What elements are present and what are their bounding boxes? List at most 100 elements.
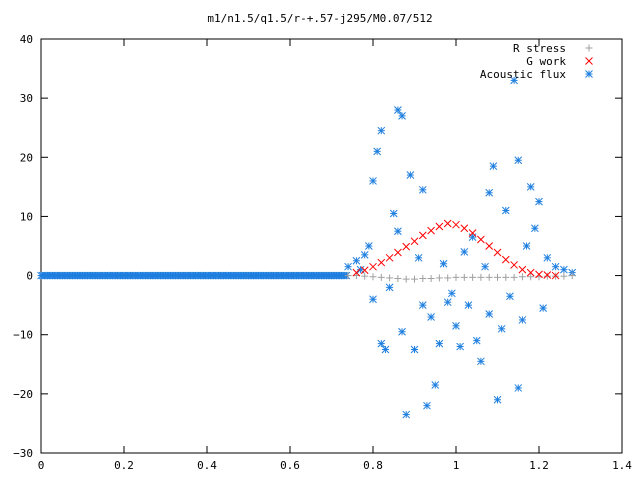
g-work-point	[468, 229, 477, 237]
legend-label: Acoustic flux	[480, 68, 566, 81]
r-stress-point	[460, 273, 468, 281]
acoustic-flux-point-stroke	[377, 339, 386, 348]
acoustic-flux-point-stroke	[456, 342, 465, 351]
acoustic-flux-point-stroke	[452, 321, 460, 330]
acoustic-flux-point-stroke	[414, 253, 423, 262]
legend-marker	[585, 44, 593, 52]
acoustic-flux-point-stroke	[377, 126, 386, 135]
g-work-point-stroke	[369, 262, 377, 271]
y-tick-label: −30	[13, 447, 33, 460]
acoustic-flux-point	[402, 410, 411, 419]
acoustic-flux-point	[398, 112, 406, 120]
r-stress-point	[543, 272, 551, 280]
acoustic-flux-point-stroke	[389, 209, 398, 218]
acoustic-flux-point-stroke	[435, 339, 444, 348]
acoustic-flux-point	[398, 327, 406, 336]
g-work-point-stroke	[377, 258, 386, 267]
acoustic-flux-point-stroke	[373, 147, 382, 156]
g-work-point	[518, 265, 527, 274]
series-layer	[37, 76, 577, 419]
g-work-point-stroke	[551, 271, 560, 280]
acoustic-flux-point-stroke	[535, 197, 543, 206]
x-tick-label: 1	[453, 459, 460, 472]
acoustic-flux-point	[456, 342, 465, 351]
r-stress-point	[502, 273, 510, 281]
g-work-point-stroke	[352, 268, 361, 277]
acoustic-flux-point-stroke	[406, 171, 415, 179]
x-tick-label: 0	[38, 459, 45, 472]
legend-label: R stress	[513, 42, 566, 55]
acoustic-flux-point-stroke	[402, 410, 411, 419]
r-stress-point	[402, 275, 410, 283]
r-stress-point	[435, 274, 443, 282]
acoustic-flux-point	[535, 197, 543, 206]
y-tick-label: −10	[13, 329, 33, 342]
x-tick-label: 1.4	[612, 459, 632, 472]
acoustic-flux-point	[464, 301, 473, 309]
acoustic-flux-point-stroke	[472, 336, 481, 345]
acoustic-flux-point	[514, 156, 523, 165]
acoustic-flux-point-stroke	[485, 310, 494, 318]
acoustic-flux-point	[394, 106, 402, 114]
g-work-point-stroke	[535, 270, 543, 279]
acoustic-flux-point-stroke	[514, 156, 523, 165]
acoustic-flux-point-stroke	[543, 253, 552, 262]
acoustic-flux-point	[472, 336, 481, 345]
acoustic-flux-point-stroke	[526, 183, 535, 191]
y-axis: −30 −20 −10 0 10 20 30 40	[13, 33, 622, 460]
acoustic-flux-point	[443, 298, 452, 307]
x-axis: 0 0.2 0.4 0.6 0.8 1 1.2 1.4	[38, 39, 632, 472]
acoustic-flux-point-stroke	[410, 345, 419, 354]
acoustic-flux-point	[518, 316, 527, 324]
g-work-point	[394, 248, 402, 257]
acoustic-flux-point	[435, 339, 444, 348]
acoustic-flux-point	[497, 324, 506, 333]
acoustic-flux-point	[460, 248, 469, 256]
g-work-point-stroke	[418, 231, 427, 240]
acoustic-flux-point-stroke	[385, 283, 394, 292]
acoustic-flux-point-stroke	[439, 259, 448, 268]
acoustic-flux-point-stroke	[394, 227, 402, 236]
acoustic-flux-point-stroke	[530, 224, 539, 233]
y-tick-label: 10	[20, 210, 33, 223]
acoustic-flux-point-stroke	[356, 265, 365, 274]
series-g-work	[352, 219, 560, 280]
acoustic-flux-point-stroke	[522, 242, 531, 250]
r-stress-point	[344, 272, 352, 280]
series-acoustic-flux	[37, 76, 577, 419]
acoustic-flux-point-stroke	[514, 384, 523, 392]
g-work-point	[418, 231, 427, 240]
acoustic-flux-point-stroke	[506, 292, 514, 301]
acoustic-flux-point-stroke	[510, 76, 518, 85]
acoustic-flux-point	[468, 233, 477, 241]
acoustic-flux-point-stroke	[460, 248, 469, 256]
acoustic-flux-point	[506, 292, 514, 301]
g-work-point	[485, 242, 494, 250]
r-stress-point	[518, 273, 526, 281]
acoustic-flux-point-stroke	[477, 357, 485, 366]
acoustic-flux-point	[369, 295, 377, 304]
acoustic-flux-point-stroke	[398, 327, 406, 336]
acoustic-flux-point	[526, 183, 535, 191]
g-work-point-stroke	[526, 268, 535, 277]
g-work-point-stroke	[394, 248, 402, 257]
acoustic-flux-point	[477, 357, 485, 366]
x-tick-label: 0.2	[114, 459, 134, 472]
acoustic-flux-point	[406, 171, 415, 179]
acoustic-flux-point	[418, 301, 427, 309]
acoustic-flux-point	[423, 401, 431, 410]
r-stress-point	[568, 272, 576, 280]
acoustic-flux-point	[551, 262, 560, 271]
r-stress-point	[419, 275, 427, 283]
plot-frame	[40, 38, 623, 454]
acoustic-flux-point-stroke	[447, 289, 456, 298]
acoustic-flux-point-stroke	[427, 313, 435, 321]
y-tick-label: 40	[20, 33, 33, 46]
r-stress-point	[411, 275, 418, 283]
r-stress-point	[369, 273, 377, 281]
acoustic-flux-point	[352, 256, 361, 265]
r-stress-point	[527, 273, 535, 281]
r-stress-point	[452, 273, 460, 281]
